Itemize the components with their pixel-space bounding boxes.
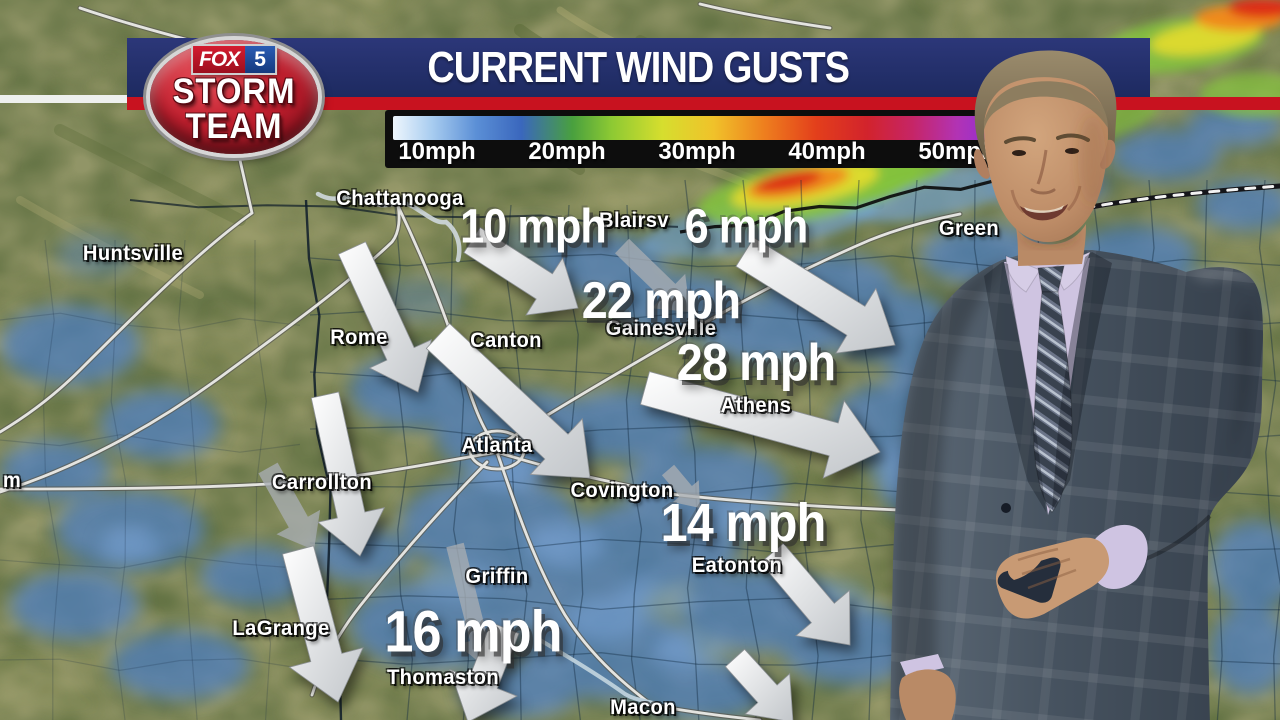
legend-tick: 30mph (658, 138, 736, 165)
river (538, 638, 666, 710)
fox5-badge: FOX 5 (193, 46, 275, 73)
presenter-hair (974, 50, 1117, 164)
fox5-storm-team-logo: FOX 5 STORM TEAM (150, 40, 318, 154)
wind-arrow (661, 464, 700, 508)
wind-arrow (282, 545, 364, 703)
wind-arrow (337, 241, 432, 393)
legend-gradient-bar (393, 116, 1034, 140)
presenter-shirt-collar (1005, 255, 1041, 293)
wind-arrows-white (282, 226, 896, 720)
wind-arrow (449, 621, 520, 720)
wind-arrow (724, 648, 794, 720)
wind-arrow (463, 226, 579, 316)
presenter-hand (899, 669, 956, 720)
legend-tick: 40mph (788, 138, 866, 165)
wind-arrow (258, 462, 321, 550)
wind-arrow (615, 238, 690, 312)
presenter-face-features (1004, 116, 1106, 221)
fox-wordmark: FOX (193, 46, 246, 73)
wind-arrow (735, 237, 896, 354)
channel-number: 5 (245, 46, 275, 73)
suit-button (1001, 503, 1011, 513)
river (315, 191, 462, 263)
wind-arrow (760, 542, 851, 646)
wind-arrow (425, 323, 591, 479)
wind-arrow (640, 371, 881, 479)
logo-team-text: TEAM (185, 107, 283, 146)
presenter-face (984, 77, 1108, 242)
page-title: CURRENT WIND GUSTS (427, 42, 851, 92)
remote-clicker (997, 557, 1061, 603)
legend-tick: 10mph (398, 138, 476, 165)
legend-tick: 20mph (528, 138, 606, 165)
wind-arrow (310, 391, 386, 557)
logo-storm-text: STORM (172, 72, 296, 111)
wind-speed-legend: 10mph 20mph 30mph 40mph 50mph (385, 110, 1042, 168)
